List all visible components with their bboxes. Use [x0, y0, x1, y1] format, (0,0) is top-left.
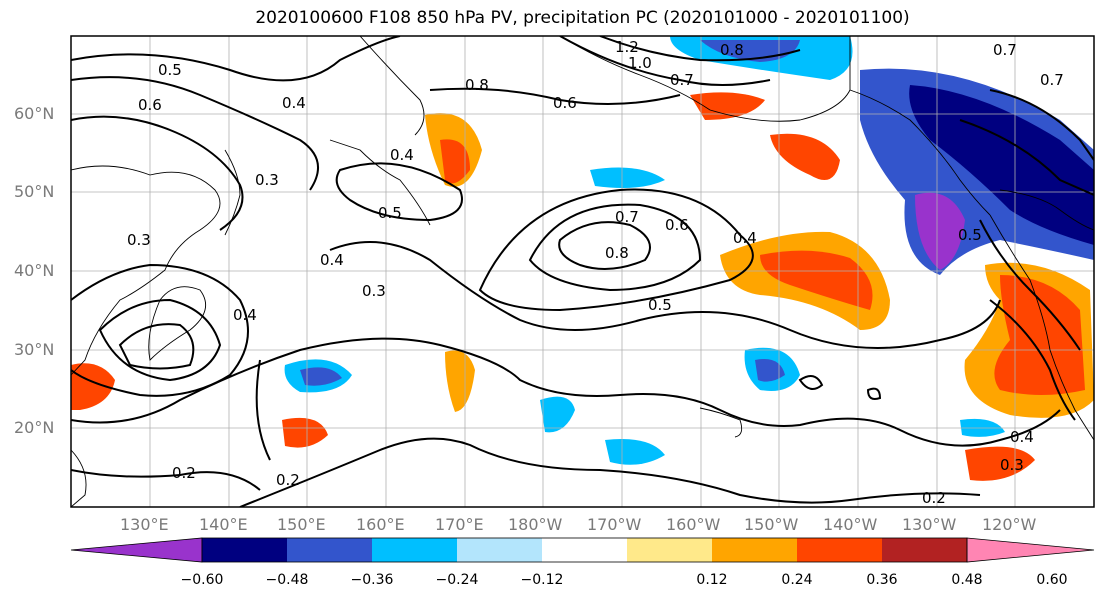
colorbar-tick-label: −0.12 [520, 572, 564, 588]
colorbar-extend-high [966, 537, 1095, 563]
contour-label: 0.2 [172, 464, 196, 482]
contour-label: 0.4 [320, 251, 344, 269]
map-frame [70, 35, 1095, 508]
lon-label: 130°W [902, 515, 957, 534]
colorbar-tick-label: −0.60 [180, 572, 224, 588]
lat-label: 20°N [14, 418, 55, 437]
lon-label: 140°W [823, 515, 878, 534]
colorbar-tick-label: 0.12 [696, 572, 728, 588]
precip-positive-midpacific [445, 350, 475, 412]
colorbar-segment [372, 538, 457, 562]
lat-label: 60°N [14, 104, 55, 123]
lat-label: 50°N [14, 182, 55, 201]
contour-label: 0.7 [1040, 71, 1064, 89]
colorbar-tick-label: 0.24 [781, 572, 813, 588]
precip-negative-gulf-alaska-core [909, 85, 1094, 245]
colorbar-segment [882, 538, 967, 562]
colorbar-tick-label: −0.48 [265, 572, 309, 588]
colorbar-segment [627, 538, 712, 562]
contour-label: 0.7 [993, 41, 1017, 59]
precip-positive-west-coast-core [994, 275, 1085, 395]
colorbar-segment [542, 538, 627, 562]
colorbar-segment [712, 538, 797, 562]
contour-label: 1.0 [628, 54, 652, 72]
lon-label: 160°E [356, 515, 405, 534]
lon-label: 130°E [120, 515, 169, 534]
precip-negative-hawaii-east-core [755, 359, 785, 382]
precip-positive-south [282, 417, 328, 448]
contour-label: 0.4 [390, 146, 414, 164]
precip-negative-bc-coast [915, 192, 965, 270]
lat-label: 30°N [14, 340, 55, 359]
precip-positive-southeast [965, 446, 1035, 481]
colorbar-tick-label: −0.36 [350, 572, 394, 588]
colorbar-tick-label: −0.24 [435, 572, 479, 588]
lon-label: 170°W [587, 515, 642, 534]
contour-label: 0.5 [378, 204, 402, 222]
lat-label: 40°N [14, 261, 55, 280]
precip-positive-aleutian [690, 92, 765, 120]
contour-label: 0.7 [670, 71, 694, 89]
contour-label: 0.4 [233, 306, 257, 324]
contour-label: 0.8 [720, 41, 744, 59]
contour-label: 0.4 [733, 229, 757, 247]
map-title: 2020100600 F108 850 hPa PV, precipitatio… [255, 8, 910, 28]
colorbar-segment [202, 538, 287, 562]
pv-contours [71, 36, 1094, 507]
contour-label: 0.7 [615, 208, 639, 226]
lon-label: 150°E [277, 515, 326, 534]
contour-label: 0.2 [276, 471, 300, 489]
contour-label: 0.4 [1010, 428, 1034, 446]
pv-precipitation-map: 1.2 1.0 0.8 0.7 0.5 0.6 0.8 0.6 0.7 0.4 … [70, 35, 1095, 508]
contour-label: 0.3 [1000, 456, 1024, 474]
contour-label: 0.5 [648, 296, 672, 314]
precip-positive-kuril-core [440, 139, 470, 184]
lon-label: 140°E [199, 515, 248, 534]
contour-label: 0.3 [362, 282, 386, 300]
lon-label: 180°W [508, 515, 563, 534]
contour-label: 1.2 [615, 38, 639, 56]
colorbar-outline [201, 537, 968, 563]
contour-label: 0.2 [922, 489, 946, 507]
precip-negative-south [605, 439, 665, 465]
contour-label: 0.6 [138, 96, 162, 114]
colorbar-segment [287, 538, 372, 562]
contour-label: 0.3 [255, 171, 279, 189]
coastlines [71, 36, 1094, 507]
colorbar [70, 537, 1095, 563]
precip-negative-west-central-core [300, 367, 342, 386]
lon-label: 160°W [666, 515, 721, 534]
lon-label: 150°W [744, 515, 799, 534]
colorbar-extend-low [70, 537, 203, 563]
contour-label: 0.3 [127, 231, 151, 249]
colorbar-tick-label: 0.48 [951, 572, 983, 588]
precip-positive-gulf [770, 133, 840, 180]
colorbar-tick-label: 0.60 [1036, 572, 1068, 588]
contour-label: 0.6 [553, 94, 577, 112]
contour-label: 0.6 [665, 216, 689, 234]
precip-negative-northeast [590, 167, 665, 188]
contour-label: 0.4 [282, 94, 306, 112]
colorbar-segment [457, 538, 542, 562]
contour-labels: 1.2 1.0 0.8 0.7 0.5 0.6 0.8 0.6 0.7 0.4 … [127, 38, 1064, 507]
lon-label: 170°E [435, 515, 484, 534]
precip-positive-central-core [760, 250, 873, 310]
precip-positive-east-asia [71, 363, 115, 410]
contour-label: 0.8 [465, 76, 489, 94]
colorbar-tick-label: 0.36 [866, 572, 898, 588]
precip-shading [71, 36, 1094, 481]
colorbar-segment [797, 538, 882, 562]
precip-negative-south-central [540, 396, 575, 433]
contour-label: 0.8 [605, 244, 629, 262]
contour-label: 0.5 [158, 61, 182, 79]
lon-label: 120°W [982, 515, 1037, 534]
contour-label: 0.5 [958, 226, 982, 244]
